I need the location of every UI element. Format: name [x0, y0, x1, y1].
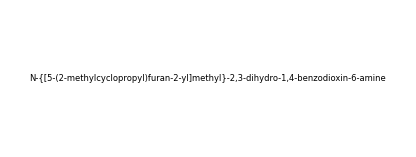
- Text: N-{[5-(2-methylcyclopropyl)furan-2-yl]methyl}-2,3-dihydro-1,4-benzodioxin-6-amin: N-{[5-(2-methylcyclopropyl)furan-2-yl]me…: [30, 74, 386, 83]
